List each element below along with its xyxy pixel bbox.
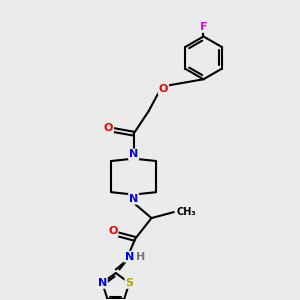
Text: O: O — [108, 226, 118, 236]
Text: F: F — [200, 22, 207, 32]
Text: O: O — [104, 123, 113, 133]
Text: N: N — [124, 252, 134, 262]
Text: N: N — [98, 278, 107, 288]
Text: H: H — [136, 252, 145, 262]
Text: S: S — [125, 278, 134, 288]
Text: N: N — [129, 194, 138, 204]
Text: N: N — [129, 149, 138, 160]
Text: CH₃: CH₃ — [177, 207, 196, 217]
Text: O: O — [159, 84, 168, 94]
